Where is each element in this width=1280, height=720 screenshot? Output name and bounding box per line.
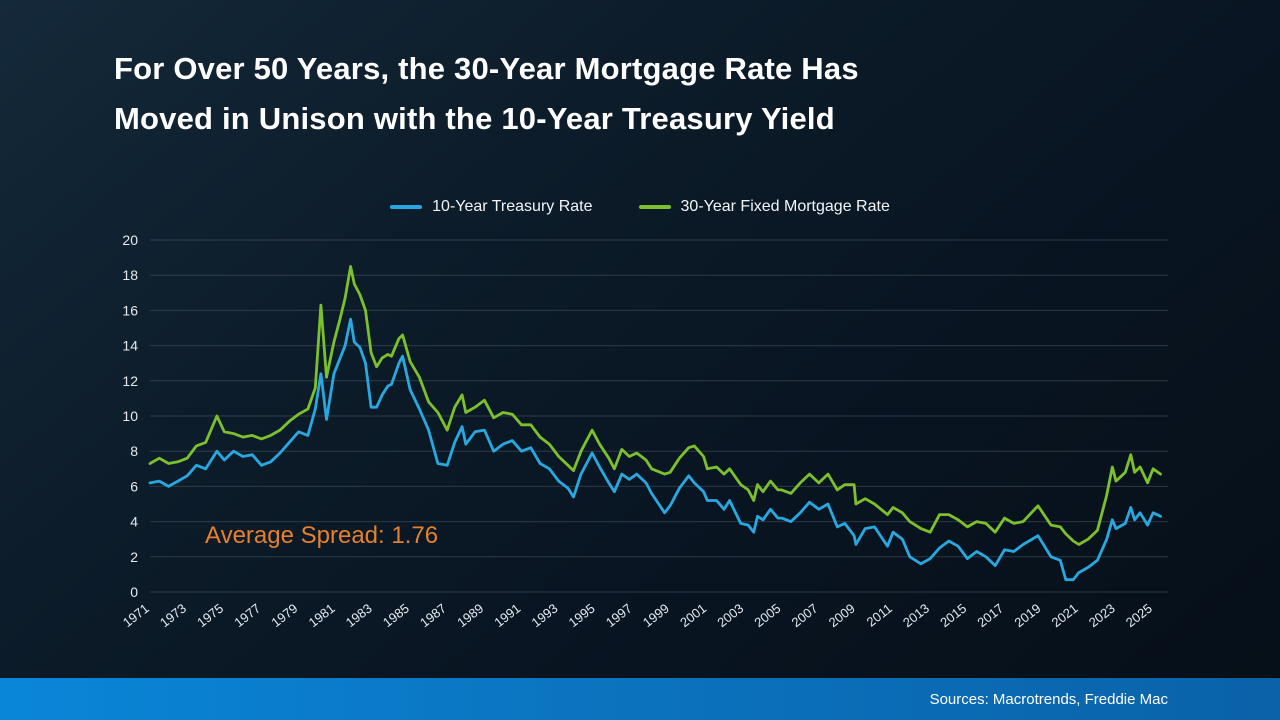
svg-text:1995: 1995 — [566, 601, 598, 631]
svg-text:2009: 2009 — [826, 601, 858, 631]
legend: 10-Year Treasury Rate 30-Year Fixed Mort… — [0, 198, 1280, 216]
chart-title-line2: Moved in Unison with the 10-Year Treasur… — [114, 101, 835, 136]
legend-label-treasury: 10-Year Treasury Rate — [432, 198, 593, 215]
svg-text:2011: 2011 — [864, 601, 895, 630]
svg-text:1989: 1989 — [454, 601, 486, 631]
svg-text:1981: 1981 — [306, 601, 338, 631]
svg-text:1979: 1979 — [268, 601, 300, 631]
svg-text:14: 14 — [122, 338, 138, 354]
svg-text:2025: 2025 — [1123, 601, 1155, 631]
svg-text:12: 12 — [122, 373, 138, 389]
svg-text:1991: 1991 — [491, 601, 523, 631]
svg-text:1983: 1983 — [343, 601, 375, 631]
legend-item-mortgage: 30-Year Fixed Mortgage Rate — [638, 198, 890, 216]
svg-text:2013: 2013 — [900, 601, 932, 631]
svg-text:2003: 2003 — [714, 601, 746, 631]
svg-text:2015: 2015 — [937, 601, 969, 631]
average-spread-annotation: Average Spread: 1.76 — [205, 522, 439, 549]
footer-bar: Sources: Macrotrends, Freddie Mac — [0, 678, 1280, 720]
sources-text: Sources: Macrotrends, Freddie Mac — [929, 690, 1168, 708]
svg-text:2: 2 — [130, 549, 138, 565]
svg-text:20: 20 — [122, 232, 138, 248]
chart-title: For Over 50 Years, the 30-Year Mortgage … — [114, 44, 859, 144]
legend-item-treasury: 10-Year Treasury Rate — [390, 198, 593, 216]
svg-text:1975: 1975 — [194, 601, 226, 631]
treasury-line-swatch-icon — [390, 205, 423, 209]
svg-text:2019: 2019 — [1012, 601, 1044, 631]
svg-text:2007: 2007 — [789, 601, 821, 631]
svg-text:10: 10 — [122, 408, 138, 424]
mortgage-line-swatch-icon — [638, 205, 671, 209]
svg-text:1997: 1997 — [603, 601, 635, 631]
svg-text:8: 8 — [130, 443, 138, 459]
svg-text:0: 0 — [130, 584, 138, 600]
svg-text:2001: 2001 — [677, 601, 709, 631]
svg-text:4: 4 — [130, 514, 138, 530]
svg-text:16: 16 — [122, 302, 138, 318]
svg-text:1977: 1977 — [231, 601, 263, 631]
svg-text:2021: 2021 — [1049, 601, 1081, 631]
svg-text:18: 18 — [122, 267, 138, 283]
svg-text:1987: 1987 — [417, 601, 449, 631]
svg-text:1971: 1971 — [120, 601, 152, 631]
svg-text:2017: 2017 — [974, 601, 1006, 631]
svg-text:2005: 2005 — [751, 601, 783, 631]
svg-text:6: 6 — [130, 478, 138, 494]
legend-label-mortgage: 30-Year Fixed Mortgage Rate — [680, 198, 890, 215]
svg-text:2023: 2023 — [1086, 601, 1118, 631]
svg-text:1993: 1993 — [529, 601, 561, 631]
svg-text:1973: 1973 — [157, 601, 189, 631]
svg-text:1985: 1985 — [380, 601, 412, 631]
svg-text:1999: 1999 — [640, 601, 672, 631]
chart-title-line1: For Over 50 Years, the 30-Year Mortgage … — [114, 51, 859, 86]
